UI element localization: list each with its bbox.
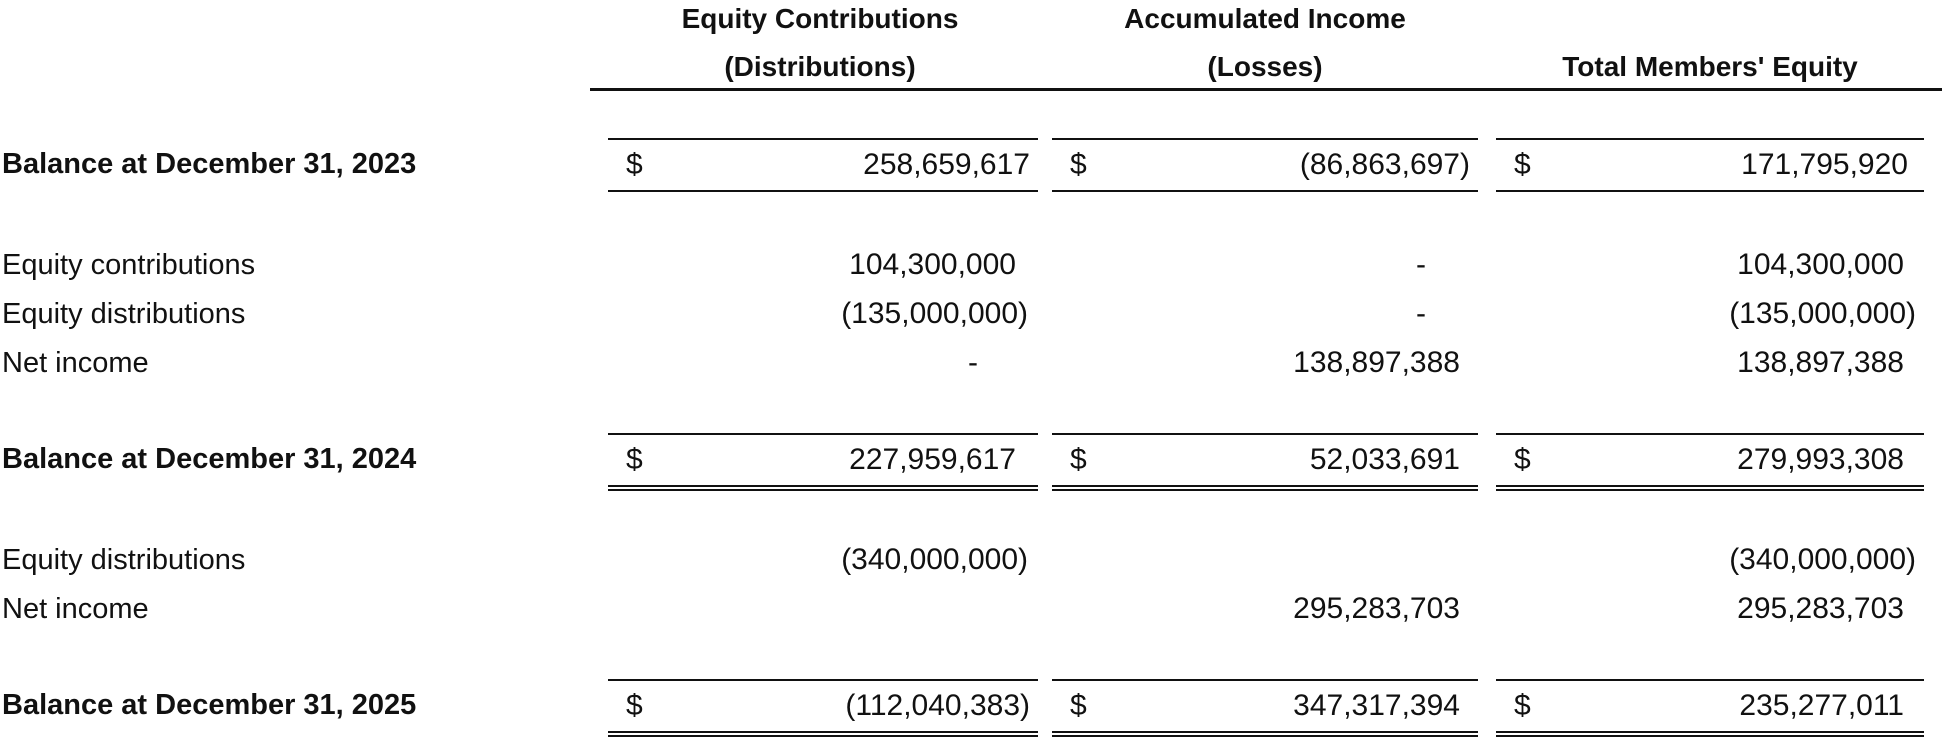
equity-distributions-2024-col3: (135,000,000) [1729, 297, 1916, 330]
balance-2025-total-members-equity: $ 235,277,011 [1496, 679, 1924, 737]
header-equity-contributions-line1: Equity Contributions [681, 3, 959, 34]
equity-contributions-2024-col3: 104,300,000 [1737, 248, 1904, 281]
currency-symbol: $ [1514, 148, 1531, 181]
currency-symbol: $ [626, 148, 643, 181]
row-label-equity-distributions: Equity distributions [2, 544, 246, 576]
header-total-members-equity-text: Total Members' Equity [1562, 51, 1858, 82]
balance-2024-total-members-equity: $ 279,993,308 [1496, 433, 1924, 491]
row-label-net-income: Net income [2, 347, 149, 379]
amount: (112,040,383) [845, 689, 1030, 722]
amount: 347,317,394 [1293, 689, 1460, 722]
amount: 171,795,920 [1741, 148, 1908, 181]
currency-symbol: $ [1514, 689, 1531, 722]
row-label-equity-distributions: Equity distributions [2, 298, 246, 330]
balance-2024-accumulated-income: $ 52,033,691 [1052, 433, 1478, 491]
currency-symbol: $ [1070, 148, 1087, 181]
equity-contributions-2024-col1: 104,300,000 [849, 248, 1016, 281]
currency-symbol: $ [626, 443, 643, 476]
amount: 235,277,011 [1739, 689, 1904, 722]
row-label-balance-2025: Balance at December 31, 2025 [2, 689, 417, 721]
equity-distributions-2025-col1: (340,000,000) [841, 543, 1028, 576]
net-income-2025-col2: 295,283,703 [1293, 592, 1460, 625]
currency-symbol: $ [1514, 443, 1531, 476]
header-equity-contributions-line2: (Distributions) [724, 51, 916, 82]
net-income-2024-col1: - [968, 346, 978, 379]
net-income-2024-col2: 138,897,388 [1293, 346, 1460, 379]
row-label-balance-2024: Balance at December 31, 2024 [2, 443, 417, 475]
amount: 227,959,617 [849, 443, 1016, 476]
balance-2025-equity-contributions: $ (112,040,383) [608, 679, 1038, 737]
amount: 52,033,691 [1309, 443, 1460, 476]
row-label-net-income: Net income [2, 593, 149, 625]
balance-2023-accumulated-income: $ (86,863,697) [1052, 138, 1478, 192]
equity-distributions-2024-col2: - [1416, 297, 1426, 330]
header-equity-contributions: Equity Contributions (Distributions) [610, 2, 1030, 84]
currency-symbol: $ [626, 689, 643, 722]
currency-symbol: $ [1070, 443, 1087, 476]
balance-2023-total-members-equity: $ 171,795,920 [1496, 138, 1924, 192]
header-underline [590, 88, 1942, 91]
balance-2023-equity-contributions: $ 258,659,617 [608, 138, 1038, 192]
amount: 258,659,617 [863, 148, 1030, 181]
equity-contributions-2024-col2: - [1416, 248, 1426, 281]
equity-distributions-2025-col3: (340,000,000) [1729, 543, 1916, 576]
amount: (86,863,697) [1299, 148, 1470, 181]
amount: 279,993,308 [1737, 443, 1904, 476]
header-accumulated-income: Accumulated Income (Losses) [1055, 2, 1475, 84]
row-label-balance-2023: Balance at December 31, 2023 [2, 148, 417, 180]
header-accumulated-income-line1: Accumulated Income [1124, 3, 1406, 34]
header-total-members-equity: Total Members' Equity [1500, 50, 1920, 84]
net-income-2024-col3: 138,897,388 [1737, 346, 1904, 379]
balance-2024-equity-contributions: $ 227,959,617 [608, 433, 1038, 491]
net-income-2025-col3: 295,283,703 [1737, 592, 1904, 625]
equity-distributions-2024-col1: (135,000,000) [841, 297, 1028, 330]
header-accumulated-income-line2: (Losses) [1207, 51, 1323, 82]
row-label-equity-contributions: Equity contributions [2, 249, 256, 281]
balance-2025-accumulated-income: $ 347,317,394 [1052, 679, 1478, 737]
currency-symbol: $ [1070, 689, 1087, 722]
